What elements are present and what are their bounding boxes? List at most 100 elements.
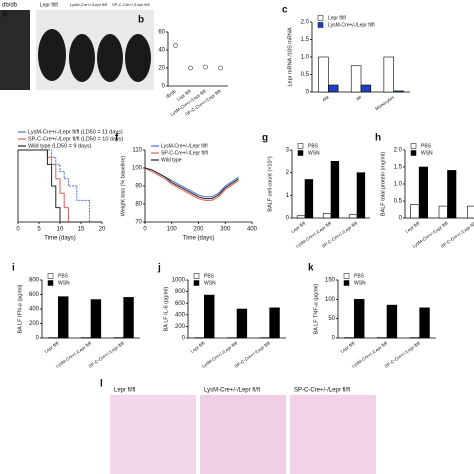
x-tick-label: db/db [165,88,177,99]
panel-letter: i [12,263,15,274]
y-tick-label: 800 [29,278,40,284]
legend-label: PBS [204,273,215,279]
y-tick-label: 0.5 [394,199,403,205]
y-axis-label: BA LF IFN-α (pg/ml) [17,284,23,333]
y-tick-label: 3 [286,148,290,154]
legend-label: WSN [204,280,216,286]
bar [236,308,248,339]
y-tick-label: 200 [29,321,40,327]
panel-letter: h [375,133,381,144]
y-tick-label: 0 [36,336,40,342]
legend-swatch [410,150,417,156]
x-tick-label: SP-C-Cre+/-/Lepr fl/fl [234,341,271,369]
y-tick-label: 400 [29,307,40,313]
panel-letter: f [115,133,119,144]
x-tick-label: Lepr fl/fl [340,341,356,354]
legend-label: WSN [58,280,70,286]
legend-label: PBS [354,273,365,279]
bar [304,179,314,219]
y-tick-label: 0 [399,216,403,222]
mouse [69,34,95,82]
y-tick-label: 0.5 [301,72,310,78]
legend-label: SP-C-Cre+/-/Lepr fl/fl [161,150,208,156]
x-tick-label: Lepr fl/fl [44,341,60,354]
x-tick-label: SP-C-Cre+/-/Lepr fl/fl [88,341,125,369]
x-tick-label: 100 [167,227,178,233]
dot [218,65,223,71]
survival-line [18,149,102,223]
y-axis-label: Weight loss (% baseline) [120,156,126,217]
legend-swatch [193,273,200,279]
x-tick-label: 10 [57,227,64,233]
legend-label: PBS [58,273,69,279]
x-tick-label: Lepr fl/fl [190,341,206,354]
photo-label: SP-C-Cre+/-/Lepr fl/fl [112,2,150,7]
y-tick-label: 200 [175,324,186,330]
histology-label: LysM-Cre+/-/Lepr fl/fl [204,388,260,394]
bar [58,296,69,339]
y-tick-label: 100 [325,297,336,303]
x-tick-label: 20 [99,227,106,233]
histology-label: SP-C-Cre+/-/Lepr fl/fl [294,388,350,394]
panel-letter: b [138,15,144,26]
y-tick-label: 70 [135,220,142,226]
y-tick-label: 0 [182,336,186,342]
legend-label: Wild type [161,157,182,163]
bar [467,205,474,219]
y-axis-label: BA LF TNF-α (pg/ml) [313,283,319,334]
y-tick-label: 0 [306,90,310,96]
y-tick-label: 110 [132,148,142,154]
y-axis-label: BALF total protein (mg/ml) [380,152,386,216]
bar [350,65,362,93]
panel-letter: a [2,9,8,20]
legend-label: WSN [354,280,366,286]
legend-label: LysM-Cre+/-/Lepr fl/fl [161,143,208,149]
y-axis-label: Weight (g) [143,46,149,71]
legend-label: WSN [308,150,320,156]
y-axis-label: BALF cell count (×10⁴) [266,156,273,212]
bar [410,204,420,219]
legend-swatch [47,273,54,279]
y-tick-label: 1 [286,193,290,199]
y-tick-label: 1.5 [394,165,403,171]
y-tick-label: 1.0 [301,55,310,61]
x-tick-label: 0 [143,227,147,233]
x-tick-label: Monocytes [374,94,395,111]
legend-swatch [317,15,324,21]
histology-image [110,395,196,474]
legend-label: PBS [308,143,319,149]
dot [203,64,208,70]
legend-swatch [47,280,54,286]
x-tick-label: Lepr fl/fl [290,221,306,234]
y-tick-label: 400 [175,312,186,318]
legend-label: Lepr fl/fl [328,15,346,21]
legend-label: PBS [421,143,432,149]
y-tick-label: 40 [158,48,165,54]
mouse [38,29,66,81]
line [144,167,239,198]
panel-letter: c [282,5,288,16]
bar [123,297,134,339]
y-tick-label: 80 [135,202,142,208]
legend-swatch [297,150,304,156]
x-axis-label: Time (days) [183,236,214,242]
x-tick-label: 5 [37,227,41,233]
mouse [125,34,151,82]
legend-swatch [317,22,324,28]
x-tick-label: 300 [220,227,231,233]
y-tick-label: 150 [325,278,336,284]
panel-letter: j [157,263,161,274]
histology-image [290,395,376,474]
x-tick-label: 0 [16,227,20,233]
bar [386,304,398,339]
bar [204,294,215,339]
y-tick-label: 800 [175,289,186,295]
panel-letter: l [100,379,103,390]
y-tick-label: 50 [328,316,335,322]
panel-letter: k [308,263,314,274]
bar [318,56,329,93]
x-tick-label: 200 [193,227,204,233]
y-tick-label: 90 [135,184,142,190]
legend-swatch [410,143,417,149]
